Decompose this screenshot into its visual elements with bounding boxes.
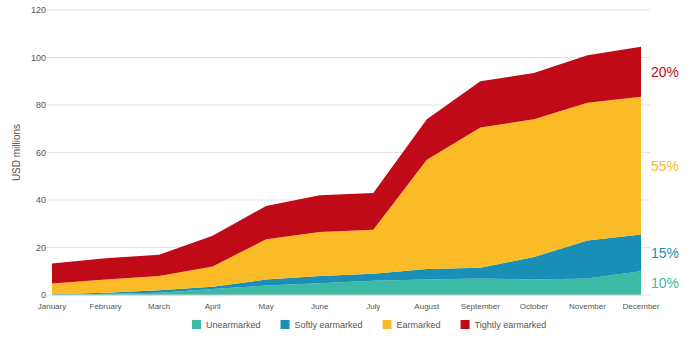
y-tick-label: 120 (31, 5, 46, 15)
x-axis-line (52, 295, 641, 296)
legend-swatch (192, 320, 201, 329)
x-tick-label: January (38, 302, 66, 311)
x-tick-label: March (148, 302, 170, 311)
x-tick-label: April (205, 302, 221, 311)
share-label: 15% (651, 245, 679, 261)
grid-line (46, 295, 650, 296)
legend-swatch (383, 320, 392, 329)
legend-swatch (461, 320, 470, 329)
legend-label: Unearmarked (206, 320, 261, 330)
y-tick-label: 100 (31, 53, 46, 63)
areas (52, 47, 641, 295)
x-tick-label: February (90, 302, 122, 311)
legend: Unearmarked Softly earmarked Earmarked Tigh… (192, 320, 546, 330)
area (52, 47, 641, 284)
share-label: 20% (651, 64, 679, 80)
legend-label: Softly earmarked (295, 320, 363, 330)
x-tick-label: September (461, 302, 500, 311)
legend-swatch (281, 320, 290, 329)
y-tick-label: 20 (36, 243, 46, 253)
y-axis-label: USD millions (11, 124, 22, 181)
y-tick-label: 80 (36, 100, 46, 110)
x-tick-label: December (623, 302, 660, 311)
grid-line (46, 57, 650, 58)
x-tick-label: November (569, 302, 606, 311)
y-tick-label: 40 (36, 195, 46, 205)
legend-label: Tightly earmarked (475, 320, 547, 330)
x-tick-label: August (414, 302, 440, 311)
x-tick-label: June (311, 302, 329, 311)
share-label: 55% (651, 158, 679, 174)
x-tick-label: July (366, 302, 380, 311)
y-tick-label: 0 (41, 290, 46, 300)
share-label: 10% (651, 275, 679, 291)
x-tick-label: May (259, 302, 274, 311)
chart: 0 20 40 60 80 100 120 USD millions January Februa… (0, 0, 700, 357)
x-tick-label: October (520, 302, 549, 311)
y-tick-label: 60 (36, 148, 46, 158)
legend-label: Earmarked (397, 320, 441, 330)
grid-line (46, 10, 650, 11)
